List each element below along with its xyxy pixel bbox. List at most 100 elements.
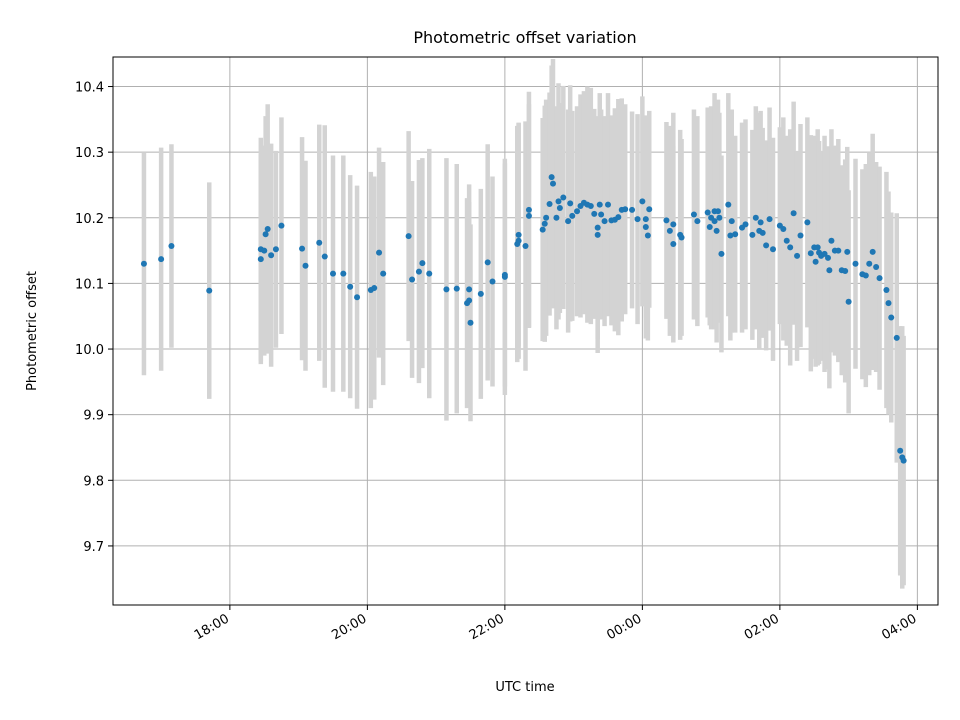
data-point xyxy=(347,283,354,290)
data-point xyxy=(548,174,555,181)
data-point xyxy=(316,239,323,246)
data-point xyxy=(826,267,833,274)
data-point xyxy=(888,314,895,321)
data-point xyxy=(642,223,649,230)
y-axis-ticks: 9.7 9.8 9.9 10.0 10.1 10.2 10.3 10.4 xyxy=(75,81,113,555)
data-point xyxy=(515,237,522,244)
data-point xyxy=(807,250,814,257)
data-point xyxy=(780,225,787,232)
data-point xyxy=(670,221,677,228)
data-point xyxy=(140,260,147,267)
data-point xyxy=(477,290,484,297)
data-point xyxy=(646,206,653,213)
data-point xyxy=(670,241,677,248)
data-point xyxy=(706,223,713,230)
data-point xyxy=(426,270,433,277)
x-tick-label: 00:00 xyxy=(604,611,644,643)
data-point xyxy=(845,298,852,305)
data-point xyxy=(302,262,309,269)
data-point xyxy=(783,237,790,244)
data-point xyxy=(601,218,608,225)
data-point xyxy=(893,334,900,341)
y-tick-label: 10.1 xyxy=(75,277,104,292)
data-point xyxy=(873,264,880,271)
y-tick-label: 10.4 xyxy=(75,81,104,96)
data-point xyxy=(749,231,756,238)
data-point xyxy=(594,224,601,231)
data-point xyxy=(484,259,491,266)
data-point xyxy=(546,201,553,208)
data-point xyxy=(466,297,473,304)
data-point xyxy=(565,218,572,225)
data-points xyxy=(140,174,907,464)
data-point xyxy=(885,300,892,307)
data-point xyxy=(543,214,550,221)
data-point xyxy=(766,216,773,223)
data-point xyxy=(574,208,581,215)
data-point xyxy=(727,232,734,239)
data-point xyxy=(732,231,739,238)
data-point xyxy=(718,250,725,257)
data-point xyxy=(541,220,548,227)
data-point xyxy=(666,227,673,234)
data-point xyxy=(515,231,522,238)
data-point xyxy=(763,242,770,249)
data-point xyxy=(261,247,268,254)
data-point xyxy=(567,200,574,207)
data-point xyxy=(690,211,697,218)
data-point xyxy=(371,285,378,292)
data-point xyxy=(299,245,306,252)
data-point xyxy=(742,221,749,228)
data-point xyxy=(852,260,859,267)
data-point xyxy=(560,194,567,201)
data-point xyxy=(842,267,849,274)
data-point xyxy=(257,256,264,263)
data-point xyxy=(489,278,496,285)
data-point xyxy=(869,248,876,255)
data-point xyxy=(594,231,601,238)
data-point xyxy=(415,268,422,275)
data-point xyxy=(615,214,622,221)
data-point xyxy=(158,256,165,263)
data-point xyxy=(797,232,804,239)
data-point xyxy=(262,231,269,238)
data-point xyxy=(340,270,347,277)
data-point xyxy=(321,253,328,260)
data-point xyxy=(639,198,646,205)
data-point xyxy=(591,210,598,217)
data-point xyxy=(354,294,361,301)
data-point xyxy=(629,206,636,213)
chart-title: Photometric offset variation xyxy=(413,28,636,47)
data-point xyxy=(794,252,801,259)
data-point xyxy=(715,208,721,215)
data-point xyxy=(587,202,594,209)
data-point xyxy=(466,286,473,293)
data-point xyxy=(553,214,560,221)
data-point xyxy=(866,260,873,267)
data-point xyxy=(825,254,831,261)
data-point xyxy=(168,243,175,250)
data-point xyxy=(380,270,387,277)
data-point xyxy=(264,225,271,232)
data-point xyxy=(828,237,835,244)
y-tick-label: 10.3 xyxy=(75,146,104,161)
data-point xyxy=(642,216,649,223)
x-axis-ticks: 18:00 20:00 22:00 00:00 02:00 04:00 xyxy=(192,605,919,643)
data-point xyxy=(728,218,735,225)
y-axis-label: Photometric offset xyxy=(25,271,40,391)
y-tick-label: 10.2 xyxy=(75,212,104,227)
data-point xyxy=(752,214,759,221)
data-point xyxy=(787,244,794,251)
y-tick-label: 10.0 xyxy=(75,343,104,358)
data-point xyxy=(844,248,851,255)
data-point xyxy=(770,246,776,253)
data-point xyxy=(622,206,629,213)
data-point xyxy=(883,286,890,293)
data-point xyxy=(419,260,426,267)
data-point xyxy=(596,201,603,208)
data-point xyxy=(268,252,275,259)
data-point xyxy=(405,233,412,240)
data-point xyxy=(598,211,605,218)
data-point xyxy=(663,217,670,224)
